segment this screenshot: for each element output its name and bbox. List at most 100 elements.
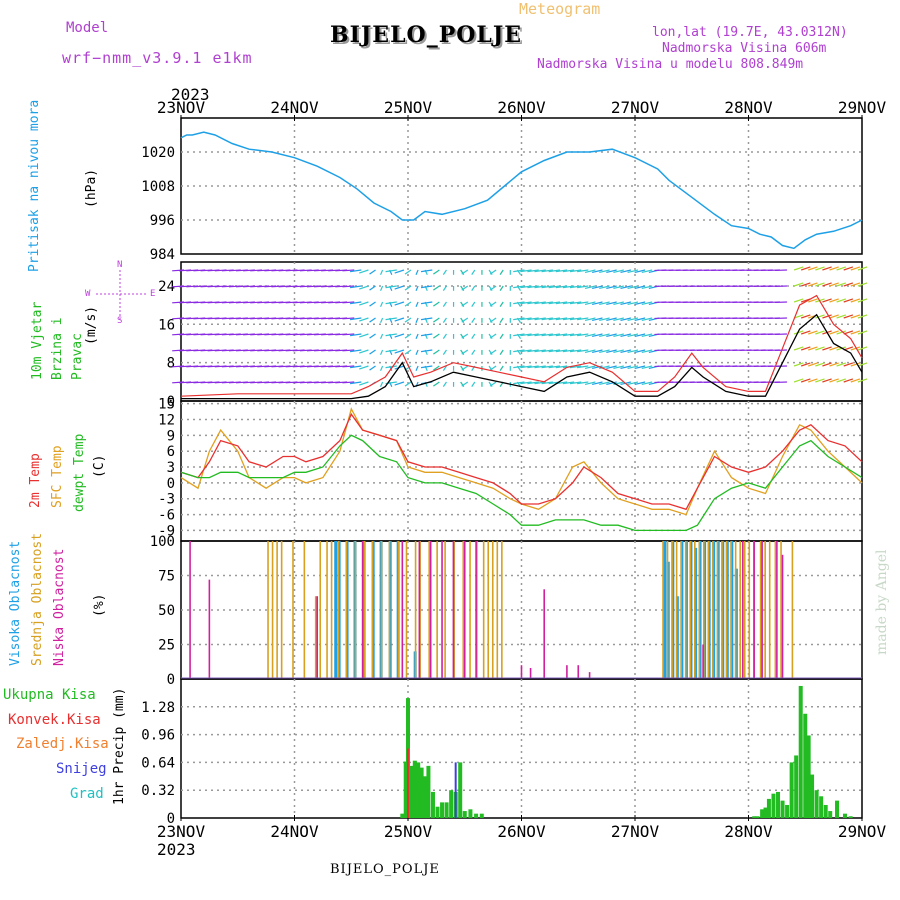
wind-arrow [369,317,376,323]
wind-arrow [606,269,617,273]
wind-arrow [627,365,639,369]
wind-arrow [836,266,847,271]
wind-arrow [527,381,539,385]
wind-arrow [513,365,525,369]
wind-arrow [641,365,653,369]
wind-arrow [634,333,646,337]
y-tick-label: 1.28 [141,700,175,716]
date-tick-top: 28NOV [724,98,773,117]
wind-arrow [548,285,561,289]
wind-arrow [385,317,397,321]
wind-arrow [793,346,804,351]
wind-arrow [489,269,497,275]
wind-arrow [576,269,589,273]
precip-bar [823,804,828,818]
temp-ylabel-sfc: SFC Temp [50,445,65,508]
wind-arrow [489,285,497,291]
wind-arrow [843,362,854,367]
cloud-unit: (%) [92,593,107,617]
model-altitude-text: Nadmorska Visina u modelu 808.849m [537,57,804,72]
wind-arrow [527,365,539,369]
wind-arrow [836,298,847,303]
wind-arrow [641,269,653,273]
compass-w: W [85,289,91,299]
wind-arrow [800,282,811,287]
wind-arrow [527,269,539,273]
wind-arrow [800,330,811,335]
wind-arrow [394,285,405,290]
precip-bar [789,762,794,818]
wind-arrow [836,314,847,319]
wind-arrow [599,333,610,337]
wind-arrow [606,365,617,369]
y-tick-label: -3 [158,492,175,508]
wind-arrow [379,381,384,387]
wind-arrow [442,365,447,371]
wind-arrow [576,285,589,289]
wind-arrow [627,269,639,273]
wind-arrow [385,365,397,369]
precip-bar [785,804,790,818]
date-tick-top: 27NOV [611,98,660,117]
legend-conv: Konvek.Kisa [8,712,101,728]
wind-arrow [489,349,497,355]
wind-arrow [634,381,646,385]
wind-arrow [857,282,868,287]
wind-arrow [379,301,384,307]
wind-arrow [576,317,589,321]
wind-arrow [520,381,532,385]
wind-arrow [433,317,440,323]
wind-arrow [808,282,818,287]
wind-arrow [548,317,561,321]
wind-arrow [592,285,603,289]
wind-arrow [843,314,854,319]
wind-arrow [461,317,469,323]
y-tick-label: 984 [150,247,175,263]
wind-arrow [599,301,610,305]
wind-arrow [394,301,405,306]
wind-arrow [815,314,825,319]
wind-arrow [534,365,546,369]
y-tick-label: 0 [167,394,175,410]
y-tick-label: 12 [158,412,175,428]
wind-arrow [499,285,504,291]
compass-s: S [117,316,123,326]
wind-arrow [555,365,568,369]
pressure-line [180,131,863,250]
wind-arrows [172,266,868,387]
wind-arrow [641,317,653,321]
date-tick-bottom: 29NOV [838,822,887,841]
wind-arrow [541,365,553,369]
y-tick-label: 100 [150,534,175,550]
wind-arrow [394,317,405,322]
wind-arrow [527,285,539,289]
wind-arrow [461,365,469,371]
wind-arrow [793,330,804,335]
precip-bar [814,790,819,818]
wind-arrow [534,317,546,321]
wind-arrow [613,285,624,289]
y-tick-label: 0 [167,672,175,688]
wind-arrow [415,301,419,307]
wind-arrow [488,269,493,275]
wind-arrow [836,282,847,287]
precip-bar [794,755,799,818]
wind-arrow [460,349,465,355]
wind-arrow [857,266,868,271]
precip-bar [479,813,484,818]
wind-arrow [815,346,825,351]
precip-bar [419,767,424,818]
dewpt-line [180,434,863,532]
wind-arrow [461,301,469,307]
wind-arrow [634,285,646,289]
wind-arrow [369,349,376,355]
legend-total: Ukupna Kisa [3,687,96,703]
wind-arrow [822,266,832,271]
wind-arrow [857,314,868,319]
wind-arrow [520,269,532,273]
wind-arrow [548,269,561,273]
wind-arrow [471,381,476,387]
wind-arrow [634,365,646,369]
wind-arrow [433,269,440,275]
wind-arrow [613,301,624,305]
